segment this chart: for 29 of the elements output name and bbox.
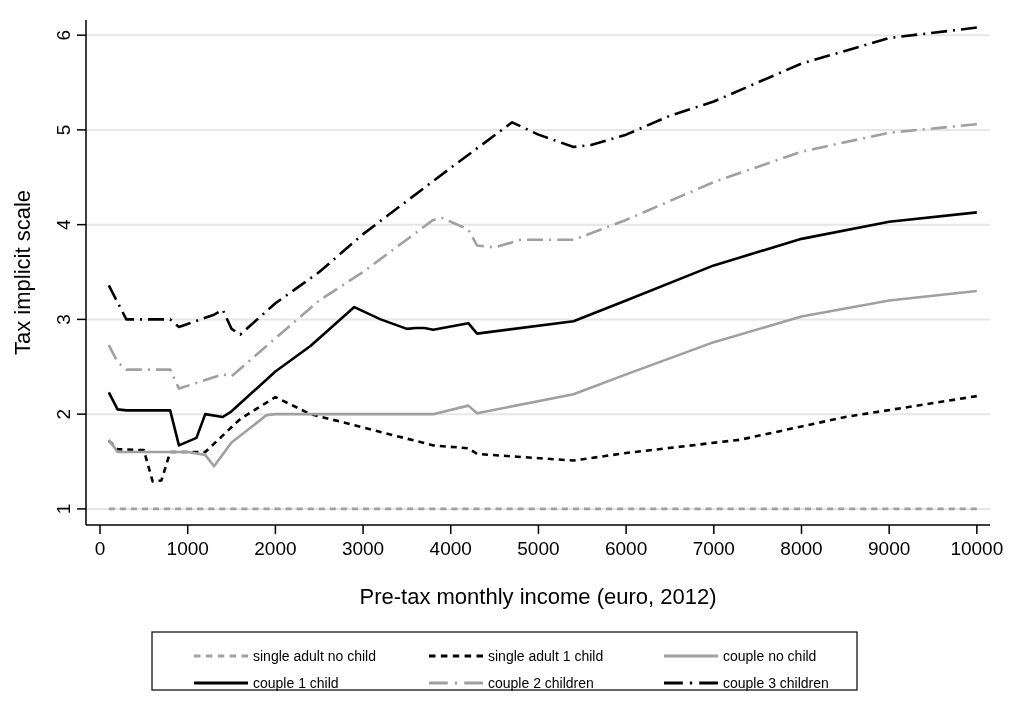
legend-label: single adult 1 child: [488, 648, 604, 664]
legend-label: couple 3 children: [723, 675, 829, 691]
x-tick-label: 6000: [604, 538, 648, 559]
x-tick-label: 3000: [341, 538, 385, 559]
y-tick-label: 4: [53, 218, 74, 230]
x-axis-title: Pre-tax monthly income (euro, 2012): [359, 584, 717, 609]
x-tick-label: 1000: [166, 538, 209, 559]
y-tick-label: 2: [53, 408, 74, 420]
x-tick-label: 8000: [780, 538, 823, 559]
line-series: [107, 26, 979, 336]
x-tick-label: 5000: [517, 538, 560, 559]
y-tick-label: 3: [53, 314, 74, 325]
y-axis-title: Tax implicit scale: [10, 189, 35, 356]
line-series: [107, 289, 979, 468]
y-tick-label: 6: [53, 29, 74, 41]
x-tick-label: 10000: [950, 538, 1004, 559]
x-tick-label: 2000: [254, 538, 297, 559]
y-tick-label: 5: [53, 124, 74, 136]
line-series: [107, 211, 979, 447]
y-tick-label: 1: [53, 503, 74, 515]
x-tick-label: 9000: [868, 538, 911, 559]
legend-label: couple no child: [723, 648, 817, 664]
x-tick-label: 4000: [429, 538, 472, 559]
line-series: [107, 122, 979, 390]
legend-label: couple 1 child: [253, 675, 339, 691]
legend-label: couple 2 children: [488, 675, 594, 691]
legend-label: single adult no child: [253, 648, 376, 664]
x-tick-label: 7000: [692, 538, 735, 559]
x-tick-label: 0: [94, 538, 106, 559]
